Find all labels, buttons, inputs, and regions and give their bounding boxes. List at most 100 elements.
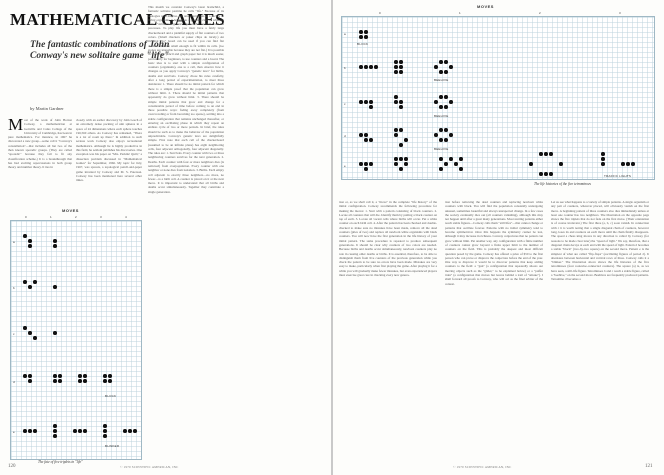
live-cell: [364, 133, 368, 137]
live-cell: [359, 65, 363, 69]
row-label: e: [13, 430, 15, 434]
live-cell: [128, 429, 132, 433]
live-cell: [73, 429, 77, 433]
live-cell: [394, 162, 398, 166]
live-cell: [399, 70, 403, 74]
right-page: MOVES 0 1 2 3 a b c d e BLOCK BEEHIVE BE…: [333, 0, 664, 475]
live-cell: [374, 65, 378, 69]
live-cell: [444, 70, 448, 74]
text-column-2: tion before removing the dead counters a…: [445, 200, 543, 462]
row-label: d: [344, 134, 346, 138]
live-cell: [359, 35, 363, 39]
live-cell: [123, 429, 127, 433]
live-cell: [394, 157, 398, 161]
live-cell: [23, 429, 27, 433]
live-cell: [53, 379, 57, 383]
live-cell: [83, 374, 87, 378]
live-cell: [404, 162, 408, 166]
live-cell: [394, 70, 398, 74]
live-cell: [449, 157, 453, 161]
live-cell: [33, 280, 37, 284]
live-cell: [364, 162, 368, 166]
row-name-block: BLOCK: [357, 42, 369, 46]
row-name-block: BLOCK: [105, 394, 117, 398]
live-cell: [439, 167, 443, 171]
live-cell: [28, 285, 32, 289]
live-cell: [53, 424, 57, 428]
live-cell: [103, 424, 107, 428]
live-cell: [549, 172, 553, 176]
live-cell: [394, 100, 398, 104]
article-title: MATHEMATICAL GAMES: [10, 10, 225, 29]
byline: by Martin Gardner: [30, 106, 64, 111]
live-cell: [103, 379, 107, 383]
figure-caption: The fate of five triplets in "life": [38, 460, 83, 464]
column-2-text: closely with an earlier discovery by Joh…: [76, 118, 142, 183]
live-cell: [369, 138, 373, 142]
live-cell: [529, 162, 533, 166]
live-cell: [444, 128, 448, 132]
live-cell: [53, 244, 57, 248]
live-cell: [439, 105, 443, 109]
live-cell: [394, 128, 398, 132]
live-cell: [399, 157, 403, 161]
live-cell: [439, 128, 443, 132]
live-cell: [399, 167, 403, 171]
live-cell: [399, 65, 403, 69]
row-name-traffic-lights: TRAFFIC LIGHTS: [604, 174, 632, 178]
move-number: 1: [50, 215, 52, 219]
figure-caption: The life histories of the five tetromino…: [534, 182, 591, 186]
live-cell: [23, 326, 27, 330]
live-cell: [359, 100, 363, 104]
live-cell: [364, 138, 368, 142]
live-cell: [459, 157, 463, 161]
live-cell: [449, 100, 453, 104]
triplets-figure: MOVES 0 1 2 3 4 a b c d e BLOCK BLINKER: [8, 208, 142, 468]
live-cell: [399, 128, 403, 132]
live-cell: [33, 429, 37, 433]
live-cell: [399, 100, 403, 104]
text-column-3: This month we consider Conway's latest b…: [148, 5, 224, 460]
row-label: a: [13, 240, 15, 244]
live-cell: [364, 35, 368, 39]
live-cell: [539, 152, 543, 156]
live-cell: [394, 95, 398, 99]
graph-grid: [341, 16, 655, 180]
live-cell: [626, 162, 630, 166]
move-number: 1: [459, 11, 461, 15]
live-cell: [444, 138, 448, 142]
move-number: 4: [125, 215, 127, 219]
live-cell: [23, 234, 27, 238]
row-label: e: [344, 164, 346, 168]
live-cell: [404, 138, 408, 142]
move-number: 0: [25, 215, 27, 219]
row-label: d: [13, 380, 15, 384]
live-cell: [108, 374, 112, 378]
live-cell: [58, 374, 62, 378]
row-label: b: [344, 66, 346, 70]
page-gutter: [331, 0, 333, 475]
drop-cap: M: [8, 118, 24, 134]
live-cell: [601, 157, 605, 161]
live-cell: [83, 379, 87, 383]
live-cell: [369, 162, 373, 166]
live-cell: [53, 429, 57, 433]
figure-header: MOVES: [477, 4, 494, 9]
live-cell: [364, 65, 368, 69]
column-1-text: tion or, as we shall call it, a "move" i…: [339, 200, 437, 278]
live-cell: [544, 172, 548, 176]
live-cell: [444, 105, 448, 109]
live-cell: [33, 336, 37, 340]
live-cell: [53, 434, 57, 438]
live-cell: [549, 152, 553, 156]
live-cell: [454, 162, 458, 166]
live-cell: [439, 60, 443, 64]
live-cell: [53, 331, 57, 335]
live-cell: [439, 157, 443, 161]
live-cell: [434, 65, 438, 69]
live-cell: [103, 429, 107, 433]
live-cell: [133, 429, 137, 433]
live-cell: [28, 239, 32, 243]
